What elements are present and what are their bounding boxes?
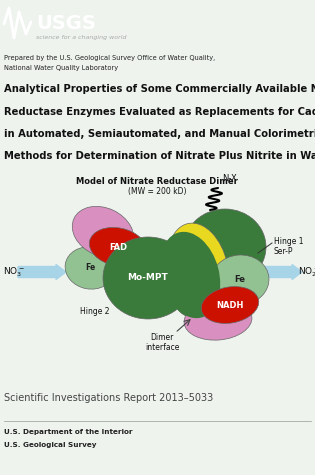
Text: Ser-P: Ser-P: [274, 247, 294, 256]
Ellipse shape: [184, 300, 252, 340]
Text: Scientific Investigations Report 2013–5033: Scientific Investigations Report 2013–50…: [4, 393, 213, 403]
Text: National Water Quality Laboratory: National Water Quality Laboratory: [4, 65, 118, 71]
Ellipse shape: [65, 247, 115, 289]
Text: Dimer: Dimer: [150, 333, 174, 342]
Text: Analytical Properties of Some Commercially Available Nitrate: Analytical Properties of Some Commercial…: [4, 84, 315, 94]
Ellipse shape: [160, 232, 220, 318]
Ellipse shape: [103, 237, 193, 319]
Text: U.S. Department of the Interior: U.S. Department of the Interior: [4, 429, 133, 435]
FancyArrow shape: [254, 265, 302, 279]
Ellipse shape: [184, 209, 266, 285]
Text: FAD: FAD: [109, 243, 127, 251]
Text: in Automated, Semiautomated, and Manual Colorimetric: in Automated, Semiautomated, and Manual …: [4, 129, 315, 139]
Text: Hinge 1: Hinge 1: [274, 237, 303, 246]
Text: Reductase Enzymes Evaluated as Replacements for Cadmium: Reductase Enzymes Evaluated as Replaceme…: [4, 107, 315, 117]
Ellipse shape: [201, 286, 259, 323]
Ellipse shape: [89, 228, 147, 266]
Text: Model of Nitrate Reductase Dimer: Model of Nitrate Reductase Dimer: [76, 177, 238, 186]
Ellipse shape: [72, 206, 134, 257]
Text: NADH: NADH: [216, 301, 244, 310]
Text: USGS: USGS: [36, 14, 96, 33]
Text: NO$_3^-$: NO$_3^-$: [3, 265, 25, 279]
Text: interface: interface: [145, 343, 179, 352]
Text: U.S. Geological Survey: U.S. Geological Survey: [4, 442, 96, 448]
Text: Fe: Fe: [85, 264, 95, 273]
Ellipse shape: [211, 255, 269, 305]
Text: Hinge 2: Hinge 2: [80, 307, 110, 316]
Text: science for a changing world: science for a changing world: [36, 35, 127, 40]
Text: NO$_2^-$: NO$_2^-$: [298, 265, 315, 279]
Text: Prepared by the U.S. Geological Survey Office of Water Quality,: Prepared by the U.S. Geological Survey O…: [4, 55, 215, 61]
Ellipse shape: [167, 223, 229, 317]
Text: Fe: Fe: [234, 276, 245, 285]
Text: Methods for Determination of Nitrate Plus Nitrite in Water: Methods for Determination of Nitrate Plu…: [4, 151, 315, 161]
Text: N-X: N-X: [222, 174, 237, 183]
Text: (MW = 200 kD): (MW = 200 kD): [128, 187, 186, 196]
FancyArrow shape: [18, 265, 66, 279]
Text: Mo-MPT: Mo-MPT: [128, 274, 169, 283]
Ellipse shape: [175, 285, 221, 319]
